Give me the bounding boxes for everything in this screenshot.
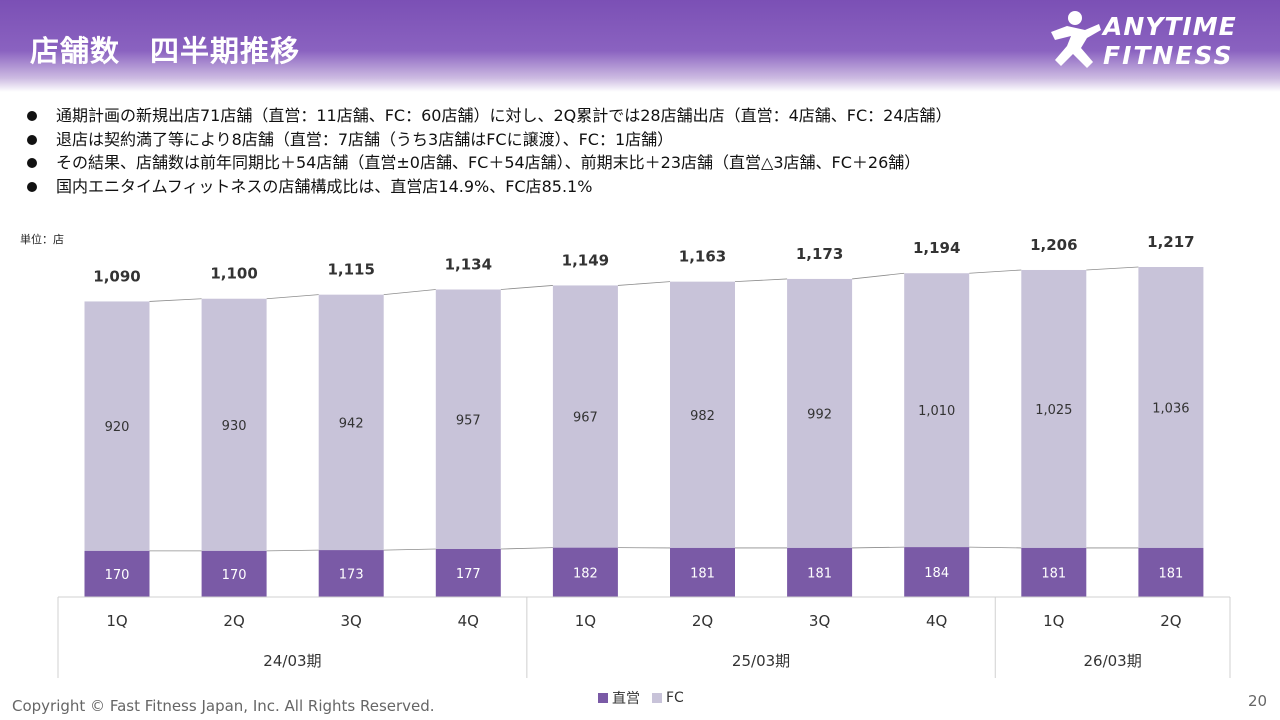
logo-text-fitness: FITNESS: [1103, 41, 1234, 70]
total-connector-line: [852, 272, 905, 280]
bar-fc: [904, 273, 970, 548]
data-label-direct: 182: [573, 566, 598, 581]
unit-label: 単位：店: [20, 233, 64, 246]
legend-swatch-fc: [652, 693, 662, 703]
legend-label-direct: 直営: [612, 691, 640, 707]
data-label-direct: 181: [807, 566, 832, 581]
data-label-direct: 181: [1041, 566, 1066, 581]
bar-direct: [904, 547, 970, 597]
data-label-total: 1,173: [796, 245, 843, 263]
copyright-text: Copyright © Fast Fitness Japan, Inc. All…: [12, 697, 435, 715]
data-label-fc: 992: [807, 407, 832, 422]
data-label-fc: 930: [222, 419, 247, 434]
bar-fc: [670, 281, 735, 548]
group-label: 26/03期: [1084, 652, 1142, 670]
data-label-fc: 920: [105, 420, 130, 435]
data-label-total: 1,194: [913, 239, 960, 257]
bar-fc: [435, 289, 501, 550]
data-label-total: 1,206: [1030, 236, 1077, 254]
x-tick-label: 2Q: [1160, 612, 1181, 630]
bar-fc: [787, 278, 853, 548]
direct-connector-line: [969, 546, 1022, 549]
anytime-fitness-logo: ANYTIME FITNESS: [1045, 8, 1270, 74]
data-label-total: 1,163: [679, 248, 726, 266]
chart-legend: 直営 FC: [598, 688, 696, 708]
legend-label-fc: FC: [666, 690, 684, 706]
group-label: 25/03期: [732, 652, 790, 670]
data-label-fc: 1,036: [1152, 401, 1189, 416]
direct-connector-line: [500, 547, 553, 550]
legend-swatch-direct: [598, 693, 608, 703]
header-bar: 店舗数 四半期推移 ANYTIME FITNESS: [0, 0, 1280, 92]
x-tick-label: 4Q: [926, 612, 947, 630]
data-label-fc: 1,025: [1035, 403, 1072, 418]
data-label-direct: 170: [222, 568, 247, 583]
data-label-total: 1,149: [562, 251, 609, 269]
total-connector-line: [383, 289, 436, 296]
bar-direct: [435, 549, 501, 597]
bar-direct: [787, 547, 853, 597]
data-label-direct: 177: [456, 567, 481, 582]
total-connector-line: [617, 281, 671, 286]
data-label-total: 1,217: [1147, 233, 1194, 251]
bar-fc: [201, 298, 267, 551]
total-connector-line: [969, 269, 1022, 274]
bar-fc: [1021, 269, 1087, 548]
bar-fc: [552, 285, 618, 548]
data-label-fc: 982: [690, 409, 715, 424]
bar-fc: [1138, 267, 1204, 548]
total-connector-line: [266, 294, 319, 300]
page-number: 20: [1248, 692, 1268, 710]
total-connector-line: [1086, 266, 1139, 271]
data-label-total: 1,100: [210, 265, 257, 283]
bar-direct: [552, 547, 618, 597]
legend-item-direct: 直営: [598, 688, 640, 708]
x-tick-label: 1Q: [575, 612, 596, 630]
direct-connector-line: [266, 549, 319, 552]
bullet-item: 国内エニタイムフィットネスの店舗構成比は、直営店14.9%、FC店85.1%: [26, 175, 952, 199]
bar-direct: [318, 550, 384, 597]
x-tick-label: 3Q: [341, 612, 362, 630]
bar-direct: [1021, 547, 1087, 597]
logo-text-anytime: ANYTIME: [1103, 12, 1237, 41]
direct-connector-line: [383, 548, 436, 551]
x-tick-label: 2Q: [223, 612, 244, 630]
x-tick-label: 3Q: [809, 612, 830, 630]
data-label-direct: 173: [339, 568, 364, 583]
x-tick-label: 4Q: [458, 612, 479, 630]
x-tick-label: 1Q: [1043, 612, 1064, 630]
page-title: 店舗数 四半期推移: [30, 34, 301, 68]
bullet-item: 退店は契約満了等により8店舗（直営：7店舗（うち3店舗はFCに譲渡）、FC：1店…: [26, 128, 952, 152]
data-label-fc: 957: [456, 413, 481, 428]
data-label-total: 1,115: [327, 261, 374, 279]
data-label-total: 1,134: [445, 256, 492, 274]
data-label-fc: 942: [339, 416, 364, 431]
data-label-direct: 184: [924, 566, 949, 581]
x-tick-label: 1Q: [106, 612, 127, 630]
bullet-item: その結果、店舗数は前年同期比＋54店舗（直営±0店舗、FC＋54店舗）、前期末比…: [26, 151, 952, 175]
direct-connector-line: [852, 546, 905, 549]
bar-direct: [670, 547, 735, 597]
total-connector-line: [149, 298, 202, 302]
total-connector-line: [734, 278, 788, 283]
bar-fc: [84, 301, 150, 551]
summary-bullets: 通期計画の新規出店71店舗（直営：11店舗、FC：60店舗）に対し、2Q累計では…: [26, 104, 952, 198]
total-connector-line: [500, 285, 553, 290]
bar-direct: [84, 550, 150, 597]
bar-direct: [201, 550, 267, 597]
bullet-item: 通期計画の新規出店71店舗（直営：11店舗、FC：60店舗）に対し、2Q累計では…: [26, 104, 952, 128]
data-label-fc: 967: [573, 411, 598, 426]
bar-fc: [318, 294, 384, 551]
data-label-direct: 170: [105, 568, 130, 583]
bar-direct: [1138, 547, 1204, 597]
x-tick-label: 2Q: [692, 612, 713, 630]
data-label-fc: 1,010: [918, 404, 955, 419]
data-label-direct: 181: [1158, 566, 1183, 581]
data-label-total: 1,090: [93, 267, 140, 285]
legend-item-fc: FC: [652, 690, 684, 706]
running-figure-icon: [1051, 11, 1101, 68]
group-label: 24/03期: [263, 652, 321, 670]
data-label-direct: 181: [690, 566, 715, 581]
